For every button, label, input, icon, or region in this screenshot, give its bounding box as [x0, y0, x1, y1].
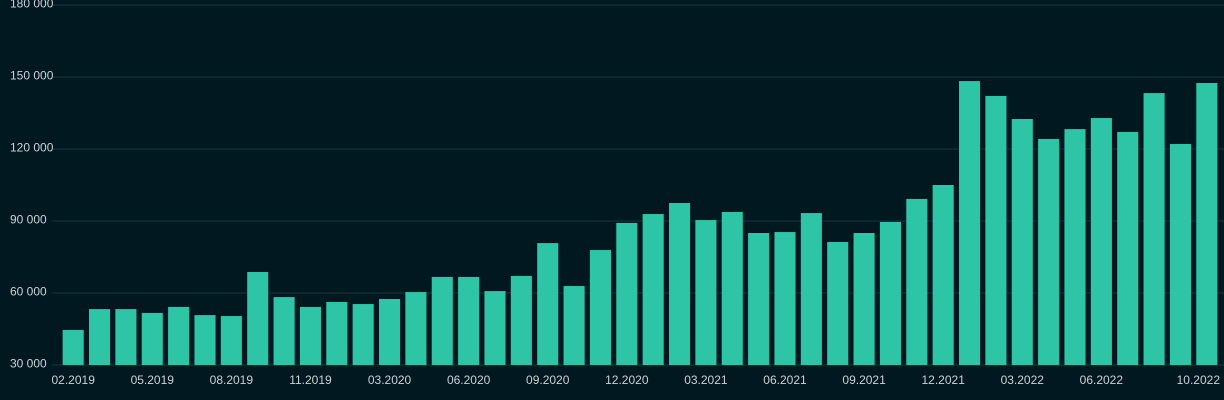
bar: [800, 213, 822, 365]
y-tick-label: 60 000: [10, 285, 47, 299]
bar: [906, 198, 928, 365]
bar: [1064, 129, 1086, 365]
bar: [352, 304, 374, 365]
bar: [1038, 138, 1060, 365]
y-tick-label: 180 000: [10, 0, 54, 11]
bar: [326, 302, 348, 365]
bar: [695, 220, 717, 365]
bar: [669, 203, 691, 365]
x-tick-label: 09.2021: [842, 373, 886, 387]
x-tick-label: 12.2021: [921, 373, 965, 387]
bar: [1090, 118, 1112, 365]
x-tick-label: 02.2019: [51, 373, 95, 387]
bar: [62, 329, 84, 365]
bar: [642, 214, 664, 365]
x-tick-label: 05.2019: [131, 373, 175, 387]
x-tick-label: 11.2019: [289, 373, 332, 387]
x-tick-label: 03.2020: [368, 373, 412, 387]
bar: [721, 212, 743, 365]
x-tick-label: 03.2022: [1001, 373, 1045, 387]
bar: [1169, 143, 1191, 365]
bar: [959, 81, 981, 365]
bar: [827, 242, 849, 365]
y-tick-label: 30 000: [10, 357, 47, 371]
bar: [1196, 83, 1218, 365]
bar: [431, 276, 453, 365]
bar: [484, 291, 506, 365]
x-tick-label: 06.2020: [447, 373, 491, 387]
bar: [168, 306, 190, 365]
x-tick-label: 10.2022: [1177, 373, 1221, 387]
x-tick-label: 12.2020: [605, 373, 649, 387]
bar: [563, 286, 585, 365]
bar: [405, 292, 427, 365]
bar: [616, 222, 638, 365]
y-tick-label: 90 000: [10, 213, 47, 227]
bar: [141, 312, 163, 365]
x-tick-label: 09.2020: [526, 373, 570, 387]
bar: [879, 221, 901, 365]
bar: [932, 185, 954, 365]
bar: [985, 95, 1007, 366]
bar: [458, 276, 480, 365]
bar: [1011, 119, 1033, 365]
bar: [379, 299, 401, 365]
bar: [853, 233, 875, 365]
bar: [510, 275, 532, 365]
bar: [299, 306, 321, 365]
bar: [774, 232, 796, 365]
bar: [273, 297, 295, 365]
y-tick-label: 150 000: [10, 69, 54, 83]
bar: [89, 309, 111, 365]
bar: [537, 243, 559, 365]
bar: [748, 233, 770, 365]
bar: [247, 272, 269, 365]
bar: [1117, 131, 1139, 365]
bar: [194, 315, 216, 365]
x-tick-label: 03.2021: [684, 373, 728, 387]
bar: [220, 316, 242, 365]
x-tick-label: 08.2019: [210, 373, 254, 387]
x-tick-label: 06.2022: [1080, 373, 1124, 387]
bar: [589, 250, 611, 365]
bar: [1143, 93, 1165, 365]
bar: [115, 309, 137, 365]
y-tick-label: 120 000: [10, 141, 54, 155]
x-tick-label: 06.2021: [763, 373, 807, 387]
